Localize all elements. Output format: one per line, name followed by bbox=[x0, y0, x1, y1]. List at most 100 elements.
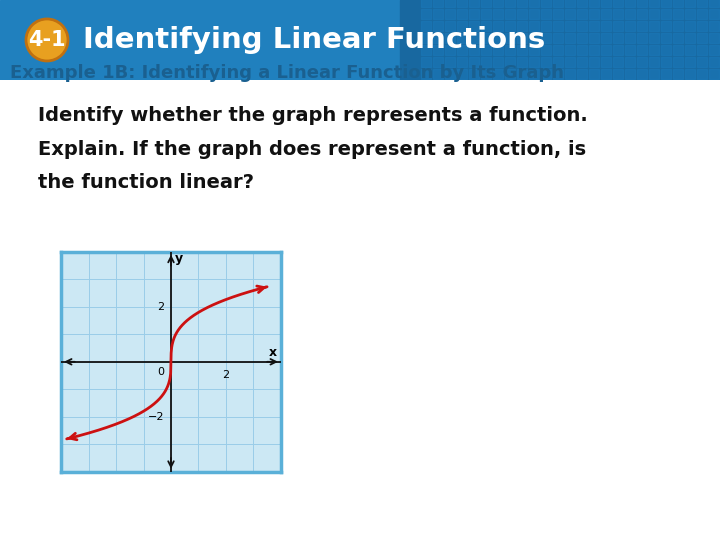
Bar bbox=[553, 21, 563, 31]
Bar bbox=[529, 33, 539, 43]
Bar bbox=[601, 45, 611, 55]
Bar bbox=[505, 45, 515, 55]
Bar bbox=[481, 21, 491, 31]
Text: y: y bbox=[175, 252, 183, 265]
Bar bbox=[421, 45, 431, 55]
Bar bbox=[709, 21, 719, 31]
Bar bbox=[649, 45, 659, 55]
Bar bbox=[697, 0, 707, 7]
Bar bbox=[613, 57, 623, 67]
Bar bbox=[673, 9, 683, 19]
Bar bbox=[613, 45, 623, 55]
Bar bbox=[709, 57, 719, 67]
Bar bbox=[529, 45, 539, 55]
Bar bbox=[421, 57, 431, 67]
Bar bbox=[481, 45, 491, 55]
Bar bbox=[685, 45, 695, 55]
Bar bbox=[637, 21, 647, 31]
Bar bbox=[457, 33, 467, 43]
Bar bbox=[541, 57, 551, 67]
Text: Example 1B: Identifying a Linear Function by Its Graph: Example 1B: Identifying a Linear Functio… bbox=[10, 64, 564, 82]
Bar bbox=[505, 57, 515, 67]
Bar bbox=[457, 69, 467, 79]
Text: Copyright © by Holt Mc Dougal. All Rights Reserved.: Copyright © by Holt Mc Dougal. All Right… bbox=[378, 516, 708, 529]
Bar bbox=[601, 69, 611, 79]
Bar bbox=[601, 33, 611, 43]
Bar bbox=[601, 21, 611, 31]
Bar bbox=[565, 33, 575, 43]
Bar bbox=[709, 0, 719, 7]
Bar bbox=[493, 57, 503, 67]
Bar bbox=[673, 21, 683, 31]
Bar bbox=[637, 0, 647, 7]
Bar bbox=[709, 33, 719, 43]
Bar bbox=[661, 69, 671, 79]
Bar bbox=[553, 9, 563, 19]
Bar bbox=[577, 21, 587, 31]
Bar bbox=[577, 45, 587, 55]
Bar bbox=[421, 0, 431, 7]
Bar bbox=[625, 45, 635, 55]
Bar bbox=[421, 69, 431, 79]
Bar bbox=[457, 9, 467, 19]
Bar bbox=[697, 57, 707, 67]
Bar bbox=[625, 21, 635, 31]
Bar bbox=[400, 0, 720, 80]
Bar bbox=[493, 21, 503, 31]
Bar bbox=[469, 0, 479, 7]
Bar bbox=[697, 69, 707, 79]
Bar bbox=[673, 57, 683, 67]
Bar bbox=[685, 33, 695, 43]
Bar bbox=[649, 69, 659, 79]
Bar bbox=[685, 69, 695, 79]
Bar bbox=[709, 69, 719, 79]
Bar bbox=[577, 0, 587, 7]
Bar bbox=[577, 33, 587, 43]
Bar bbox=[673, 45, 683, 55]
Bar bbox=[469, 33, 479, 43]
Bar bbox=[649, 33, 659, 43]
Bar bbox=[505, 0, 515, 7]
Bar bbox=[421, 21, 431, 31]
Bar bbox=[661, 57, 671, 67]
Bar bbox=[529, 57, 539, 67]
Bar bbox=[529, 21, 539, 31]
Bar bbox=[697, 33, 707, 43]
Bar bbox=[517, 9, 527, 19]
Bar bbox=[649, 0, 659, 7]
Bar bbox=[685, 57, 695, 67]
Bar bbox=[505, 33, 515, 43]
Bar bbox=[637, 57, 647, 67]
Bar bbox=[577, 9, 587, 19]
Bar bbox=[577, 69, 587, 79]
Bar bbox=[505, 9, 515, 19]
Bar bbox=[613, 0, 623, 7]
Bar bbox=[445, 21, 455, 31]
Bar bbox=[481, 33, 491, 43]
Bar bbox=[589, 21, 599, 31]
Bar bbox=[421, 9, 431, 19]
Bar bbox=[553, 57, 563, 67]
Bar bbox=[589, 9, 599, 19]
Bar bbox=[697, 9, 707, 19]
Bar bbox=[541, 33, 551, 43]
Bar bbox=[541, 0, 551, 7]
Bar bbox=[505, 69, 515, 79]
Bar bbox=[469, 45, 479, 55]
Bar bbox=[685, 21, 695, 31]
Bar bbox=[529, 69, 539, 79]
Bar bbox=[589, 0, 599, 7]
Text: Holt McDougal Algebra 1: Holt McDougal Algebra 1 bbox=[12, 515, 185, 529]
Bar bbox=[637, 69, 647, 79]
Bar bbox=[433, 21, 443, 31]
Bar bbox=[601, 9, 611, 19]
Bar bbox=[637, 45, 647, 55]
Bar bbox=[661, 0, 671, 7]
Bar bbox=[433, 69, 443, 79]
Bar bbox=[565, 0, 575, 7]
Bar bbox=[517, 57, 527, 67]
Bar bbox=[589, 33, 599, 43]
Bar bbox=[565, 69, 575, 79]
Bar bbox=[661, 33, 671, 43]
Bar bbox=[493, 69, 503, 79]
